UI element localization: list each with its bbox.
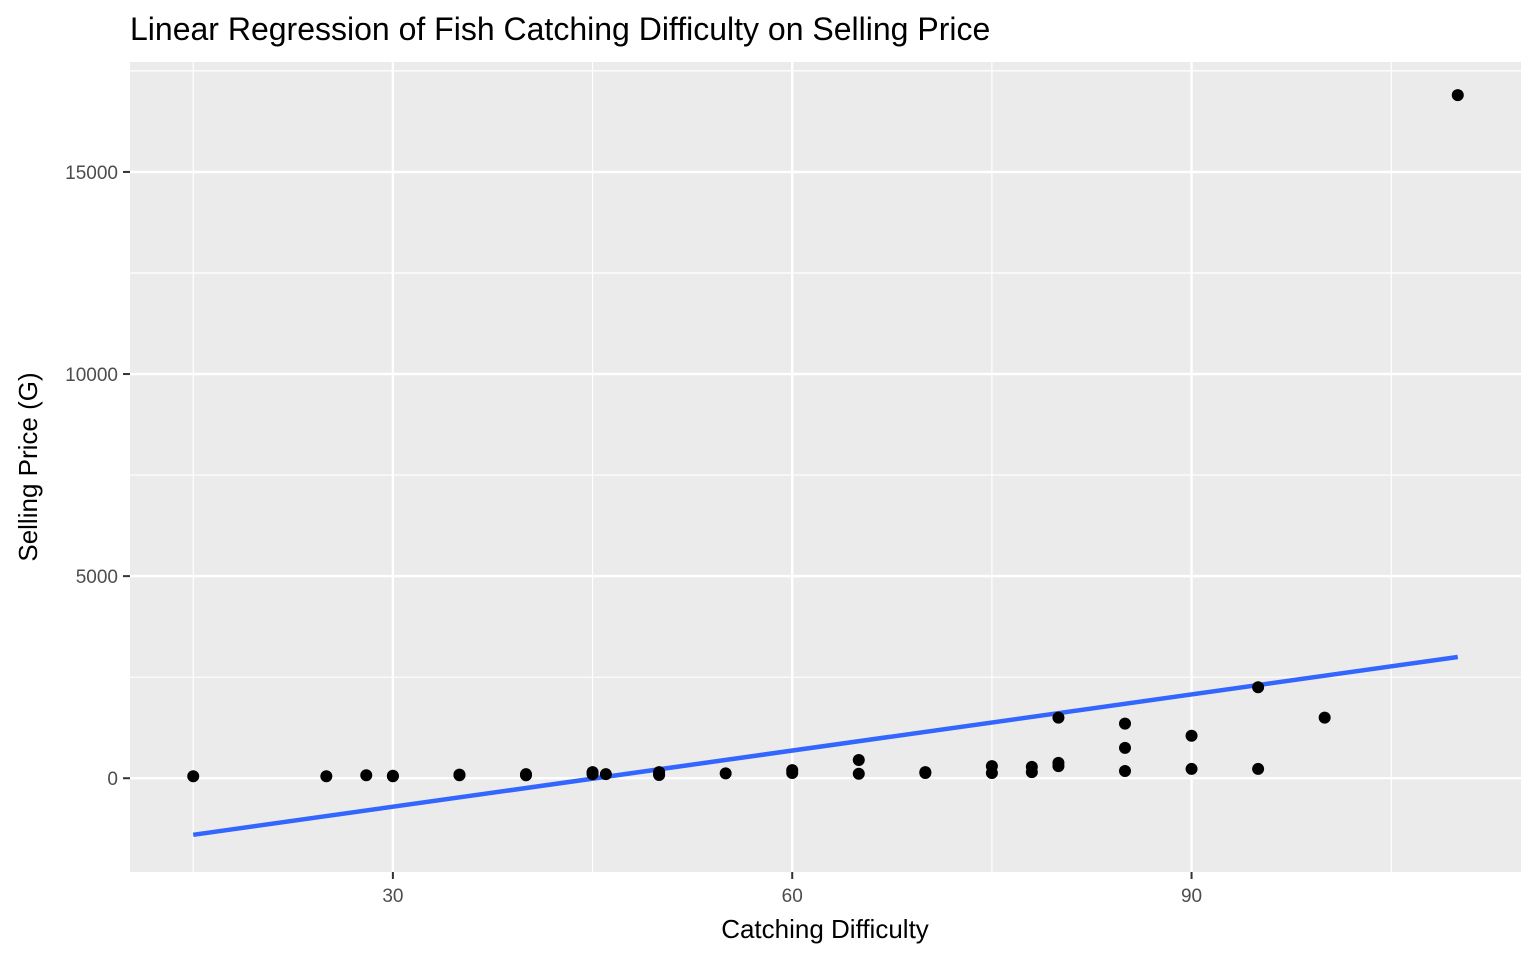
data-point bbox=[1025, 760, 1038, 773]
y-tick-label: 10000 bbox=[65, 365, 118, 386]
data-point bbox=[1318, 711, 1331, 724]
data-point bbox=[919, 766, 932, 779]
x-axis: 30 60 90 bbox=[382, 872, 1202, 907]
data-point bbox=[1185, 729, 1198, 742]
data-point bbox=[985, 760, 998, 773]
data-point bbox=[719, 767, 732, 780]
plot-panel bbox=[130, 62, 1521, 872]
data-point bbox=[1252, 762, 1265, 775]
y-tick-label: 5000 bbox=[76, 567, 118, 588]
y-tick-label: 0 bbox=[107, 769, 118, 790]
data-point bbox=[386, 769, 399, 782]
data-point bbox=[1185, 762, 1198, 775]
x-axis-title: Catching Difficulty bbox=[721, 914, 929, 944]
regression-line bbox=[192, 654, 1459, 838]
data-point bbox=[1118, 741, 1131, 754]
data-point bbox=[1052, 756, 1065, 769]
minor-gridlines bbox=[130, 62, 1521, 872]
data-point bbox=[1118, 764, 1131, 777]
data-point bbox=[852, 754, 865, 767]
data-point bbox=[852, 767, 865, 780]
data-point bbox=[599, 768, 612, 781]
y-tick-label: 15000 bbox=[65, 163, 118, 184]
regression-line-layer bbox=[192, 654, 1459, 838]
data-point bbox=[653, 766, 666, 779]
x-tick-label: 90 bbox=[1181, 886, 1202, 907]
x-tick-label: 30 bbox=[382, 886, 403, 907]
data-points bbox=[187, 89, 1464, 783]
data-point bbox=[187, 770, 200, 783]
data-point bbox=[1451, 89, 1464, 102]
data-point bbox=[520, 768, 533, 781]
data-point bbox=[1052, 711, 1065, 724]
data-point bbox=[320, 770, 333, 783]
chart-title: Linear Regression of Fish Catching Diffi… bbox=[130, 11, 990, 47]
data-point bbox=[786, 764, 799, 777]
data-point bbox=[453, 768, 466, 781]
x-tick-label: 60 bbox=[782, 886, 803, 907]
data-point bbox=[1118, 717, 1131, 730]
y-axis-title: Selling Price (G) bbox=[13, 372, 43, 561]
y-axis: 0 5000 10000 15000 bbox=[65, 163, 130, 790]
data-point bbox=[360, 769, 373, 782]
data-point bbox=[586, 766, 599, 779]
data-point bbox=[1252, 681, 1265, 694]
